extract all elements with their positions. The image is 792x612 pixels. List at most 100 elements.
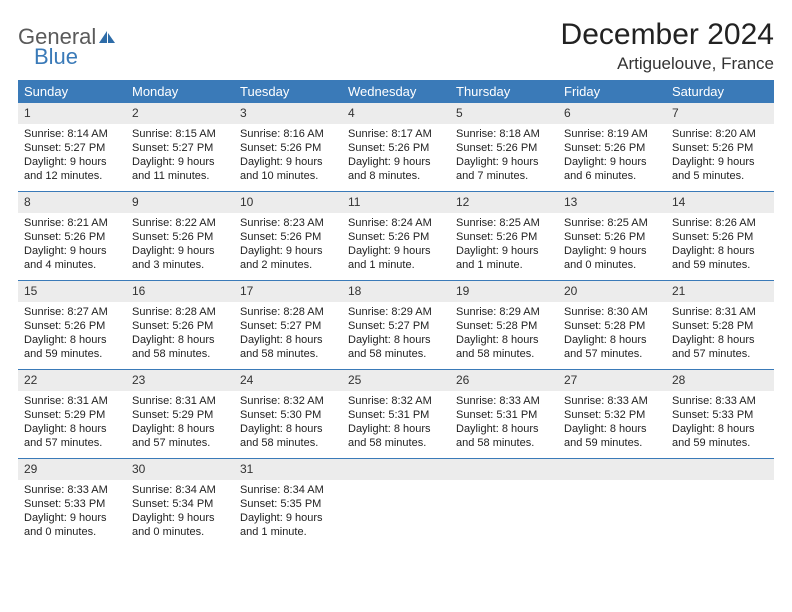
daylight-line: Daylight: 8 hours and 58 minutes. (456, 422, 552, 451)
cell-body: Sunrise: 8:26 AMSunset: 5:26 PMDaylight:… (666, 213, 774, 279)
sunset-line: Sunset: 5:31 PM (348, 408, 444, 422)
daylight-line: Daylight: 9 hours and 0 minutes. (564, 244, 660, 273)
sunset-line: Sunset: 5:26 PM (672, 230, 768, 244)
cell-body: Sunrise: 8:22 AMSunset: 5:26 PMDaylight:… (126, 213, 234, 279)
cell-body: Sunrise: 8:32 AMSunset: 5:30 PMDaylight:… (234, 391, 342, 457)
sunset-line: Sunset: 5:30 PM (240, 408, 336, 422)
calendar-cell: 19Sunrise: 8:29 AMSunset: 5:28 PMDayligh… (450, 281, 558, 369)
calendar-cell: 6Sunrise: 8:19 AMSunset: 5:26 PMDaylight… (558, 103, 666, 191)
cell-body: Sunrise: 8:29 AMSunset: 5:27 PMDaylight:… (342, 302, 450, 368)
sunset-line: Sunset: 5:31 PM (456, 408, 552, 422)
day-number: 23 (126, 370, 234, 391)
week-row: 15Sunrise: 8:27 AMSunset: 5:26 PMDayligh… (18, 281, 774, 370)
sunset-line: Sunset: 5:29 PM (132, 408, 228, 422)
calendar-cell: 7Sunrise: 8:20 AMSunset: 5:26 PMDaylight… (666, 103, 774, 191)
sunset-line: Sunset: 5:26 PM (132, 319, 228, 333)
daylight-line: Daylight: 8 hours and 59 minutes. (672, 422, 768, 451)
sunrise-line: Sunrise: 8:14 AM (24, 127, 120, 141)
calendar-cell (558, 459, 666, 547)
daylight-line: Daylight: 9 hours and 3 minutes. (132, 244, 228, 273)
day-number: 11 (342, 192, 450, 213)
day-number: 1 (18, 103, 126, 124)
daylight-line: Daylight: 9 hours and 4 minutes. (24, 244, 120, 273)
sunrise-line: Sunrise: 8:34 AM (132, 483, 228, 497)
daylight-line: Daylight: 8 hours and 58 minutes. (456, 333, 552, 362)
daylight-line: Daylight: 8 hours and 59 minutes. (564, 422, 660, 451)
header: General Blue December 2024 Artiguelouve,… (18, 18, 774, 74)
sunrise-line: Sunrise: 8:31 AM (24, 394, 120, 408)
week-row: 29Sunrise: 8:33 AMSunset: 5:33 PMDayligh… (18, 459, 774, 547)
sunrise-line: Sunrise: 8:31 AM (672, 305, 768, 319)
title-block: December 2024 Artiguelouve, France (561, 18, 774, 74)
daylight-line: Daylight: 8 hours and 58 minutes. (348, 422, 444, 451)
sunrise-line: Sunrise: 8:25 AM (564, 216, 660, 230)
daylight-line: Daylight: 8 hours and 57 minutes. (132, 422, 228, 451)
day-number: 25 (342, 370, 450, 391)
location-label: Artiguelouve, France (561, 54, 774, 74)
day-number: 6 (558, 103, 666, 124)
sunrise-line: Sunrise: 8:15 AM (132, 127, 228, 141)
calendar-cell: 10Sunrise: 8:23 AMSunset: 5:26 PMDayligh… (234, 192, 342, 280)
calendar-cell: 1Sunrise: 8:14 AMSunset: 5:27 PMDaylight… (18, 103, 126, 191)
calendar-cell: 16Sunrise: 8:28 AMSunset: 5:26 PMDayligh… (126, 281, 234, 369)
day-number: 22 (18, 370, 126, 391)
sunrise-line: Sunrise: 8:19 AM (564, 127, 660, 141)
calendar-cell: 25Sunrise: 8:32 AMSunset: 5:31 PMDayligh… (342, 370, 450, 458)
calendar-cell: 8Sunrise: 8:21 AMSunset: 5:26 PMDaylight… (18, 192, 126, 280)
sunrise-line: Sunrise: 8:31 AM (132, 394, 228, 408)
daylight-line: Daylight: 9 hours and 0 minutes. (24, 511, 120, 540)
cell-body: Sunrise: 8:34 AMSunset: 5:35 PMDaylight:… (234, 480, 342, 546)
sunset-line: Sunset: 5:26 PM (240, 141, 336, 155)
cell-body: Sunrise: 8:34 AMSunset: 5:34 PMDaylight:… (126, 480, 234, 546)
calendar-cell: 24Sunrise: 8:32 AMSunset: 5:30 PMDayligh… (234, 370, 342, 458)
day-number: 4 (342, 103, 450, 124)
calendar-cell (666, 459, 774, 547)
calendar-cell: 23Sunrise: 8:31 AMSunset: 5:29 PMDayligh… (126, 370, 234, 458)
sunset-line: Sunset: 5:33 PM (24, 497, 120, 511)
day-number: 12 (450, 192, 558, 213)
sunrise-line: Sunrise: 8:29 AM (456, 305, 552, 319)
day-number: 26 (450, 370, 558, 391)
day-header: Wednesday (342, 80, 450, 103)
day-header: Monday (126, 80, 234, 103)
daylight-line: Daylight: 9 hours and 0 minutes. (132, 511, 228, 540)
sunset-line: Sunset: 5:28 PM (672, 319, 768, 333)
day-number: 19 (450, 281, 558, 302)
cell-body: Sunrise: 8:31 AMSunset: 5:29 PMDaylight:… (126, 391, 234, 457)
day-number: 29 (18, 459, 126, 480)
cell-body: Sunrise: 8:33 AMSunset: 5:31 PMDaylight:… (450, 391, 558, 457)
sunrise-line: Sunrise: 8:16 AM (240, 127, 336, 141)
daylight-line: Daylight: 9 hours and 11 minutes. (132, 155, 228, 184)
day-number: 27 (558, 370, 666, 391)
daylight-line: Daylight: 8 hours and 59 minutes. (672, 244, 768, 273)
cell-body: Sunrise: 8:27 AMSunset: 5:26 PMDaylight:… (18, 302, 126, 368)
sunrise-line: Sunrise: 8:27 AM (24, 305, 120, 319)
cell-body: Sunrise: 8:28 AMSunset: 5:27 PMDaylight:… (234, 302, 342, 368)
cell-body: Sunrise: 8:33 AMSunset: 5:33 PMDaylight:… (666, 391, 774, 457)
sunrise-line: Sunrise: 8:22 AM (132, 216, 228, 230)
daylight-line: Daylight: 9 hours and 1 minute. (456, 244, 552, 273)
sunset-line: Sunset: 5:26 PM (564, 230, 660, 244)
daylight-line: Daylight: 9 hours and 8 minutes. (348, 155, 444, 184)
calendar-cell: 3Sunrise: 8:16 AMSunset: 5:26 PMDaylight… (234, 103, 342, 191)
sunset-line: Sunset: 5:27 PM (24, 141, 120, 155)
cell-body: Sunrise: 8:30 AMSunset: 5:28 PMDaylight:… (558, 302, 666, 368)
day-number: 17 (234, 281, 342, 302)
week-row: 22Sunrise: 8:31 AMSunset: 5:29 PMDayligh… (18, 370, 774, 459)
cell-body: Sunrise: 8:32 AMSunset: 5:31 PMDaylight:… (342, 391, 450, 457)
day-number: 16 (126, 281, 234, 302)
calendar-cell: 5Sunrise: 8:18 AMSunset: 5:26 PMDaylight… (450, 103, 558, 191)
sunset-line: Sunset: 5:26 PM (132, 230, 228, 244)
day-number: 3 (234, 103, 342, 124)
day-header: Tuesday (234, 80, 342, 103)
daylight-line: Daylight: 9 hours and 2 minutes. (240, 244, 336, 273)
day-header: Thursday (450, 80, 558, 103)
cell-body: Sunrise: 8:25 AMSunset: 5:26 PMDaylight:… (558, 213, 666, 279)
sunset-line: Sunset: 5:27 PM (348, 319, 444, 333)
day-number: 21 (666, 281, 774, 302)
daylight-line: Daylight: 8 hours and 59 minutes. (24, 333, 120, 362)
calendar-cell: 21Sunrise: 8:31 AMSunset: 5:28 PMDayligh… (666, 281, 774, 369)
sunrise-line: Sunrise: 8:20 AM (672, 127, 768, 141)
sunrise-line: Sunrise: 8:21 AM (24, 216, 120, 230)
day-number: 31 (234, 459, 342, 480)
